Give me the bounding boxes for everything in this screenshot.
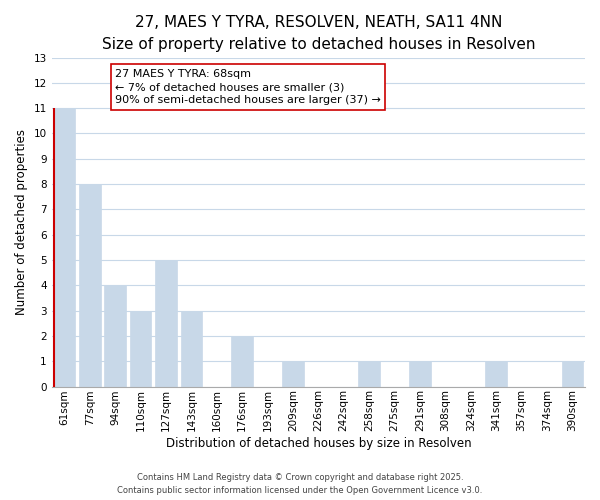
Bar <box>232 336 253 386</box>
Bar <box>79 184 101 386</box>
Bar <box>130 310 151 386</box>
Text: 27 MAES Y TYRA: 68sqm
← 7% of detached houses are smaller (3)
90% of semi-detach: 27 MAES Y TYRA: 68sqm ← 7% of detached h… <box>115 69 381 106</box>
Text: Contains HM Land Registry data © Crown copyright and database right 2025.
Contai: Contains HM Land Registry data © Crown c… <box>118 474 482 495</box>
Bar <box>53 108 75 386</box>
Bar <box>104 286 126 386</box>
Bar <box>181 310 202 386</box>
Bar <box>155 260 177 386</box>
Y-axis label: Number of detached properties: Number of detached properties <box>15 129 28 315</box>
Title: 27, MAES Y TYRA, RESOLVEN, NEATH, SA11 4NN
Size of property relative to detached: 27, MAES Y TYRA, RESOLVEN, NEATH, SA11 4… <box>101 15 535 52</box>
Bar <box>358 361 380 386</box>
Bar <box>485 361 507 386</box>
Bar <box>409 361 431 386</box>
Bar <box>282 361 304 386</box>
Bar <box>562 361 583 386</box>
X-axis label: Distribution of detached houses by size in Resolven: Distribution of detached houses by size … <box>166 437 471 450</box>
